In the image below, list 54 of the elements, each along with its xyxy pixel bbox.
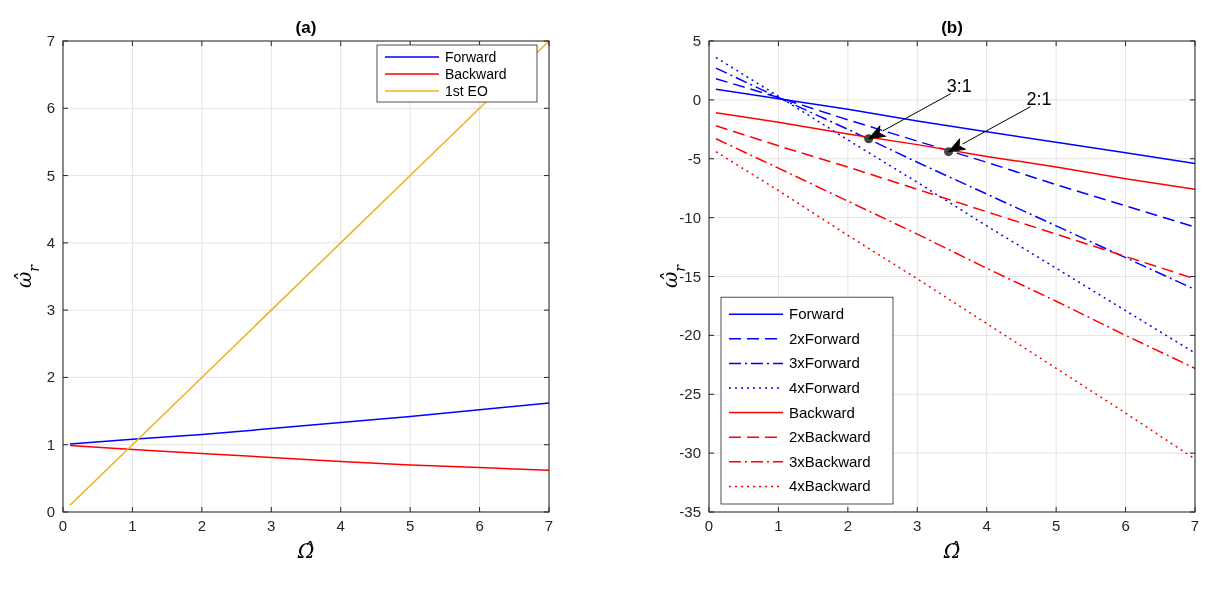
x-tick-label: 0 — [704, 517, 714, 534]
y-tick-label: -35 — [679, 503, 701, 520]
x-tick-label: 1 — [128, 517, 137, 534]
x-tick-label: 7 — [1190, 517, 1200, 534]
annotation: 3:1 — [946, 75, 972, 96]
x-tick-label: 4 — [336, 517, 345, 534]
x-tick-label: 5 — [405, 517, 415, 534]
x-tick-label: 2 — [197, 517, 207, 534]
legend-label: Backward — [789, 403, 855, 421]
legend-label: 3xForward — [789, 354, 860, 372]
y-tick-label: 0 — [692, 90, 701, 108]
legend-label: 2xBackward — [789, 428, 871, 446]
x-tick-label: 6 — [475, 517, 484, 534]
x-tick-label: 6 — [1121, 517, 1130, 534]
legend-label: 3xBackward — [789, 452, 871, 470]
y-tick-label: -5 — [687, 149, 701, 167]
x-tick-label: 2 — [843, 517, 853, 534]
x-axis-title: Ω̂ — [942, 539, 961, 563]
chart-title: (b) — [941, 18, 963, 37]
y-tick-label: -20 — [679, 326, 701, 344]
y-tick-label: -25 — [679, 385, 701, 403]
legend-label: Backward — [445, 66, 507, 82]
legend-label: 4xBackward — [789, 477, 871, 495]
y-tick-label: 1 — [46, 435, 55, 453]
legend-label: Forward — [789, 305, 845, 323]
x-tick-label: 1 — [774, 517, 783, 534]
line-series — [69, 444, 550, 472]
line-series — [715, 56, 1196, 354]
x-tick-label: 3 — [913, 517, 922, 534]
annotation: 2:1 — [1026, 88, 1052, 109]
line-series — [715, 137, 1196, 370]
legend-label: 1st EO — [445, 83, 488, 99]
y-tick-label: 0 — [46, 503, 55, 520]
y-tick-label: 5 — [692, 32, 701, 49]
legend-label: 4xForward — [789, 379, 860, 396]
line-series — [715, 112, 1196, 191]
legend-label: 2xForward — [789, 329, 860, 347]
y-tick-label: -10 — [679, 208, 701, 226]
line-series — [69, 402, 550, 445]
y-tick-label: -30 — [679, 444, 701, 462]
x-tick-label: 0 — [58, 517, 68, 534]
y-tick-label: 7 — [46, 32, 55, 49]
y-tick-label: 3 — [46, 301, 55, 319]
x-axis-title: Ω̂ — [296, 539, 315, 563]
y-tick-label: 6 — [46, 99, 55, 117]
chart-title: (a) — [295, 18, 317, 37]
y-tick-label: 5 — [46, 166, 55, 184]
x-tick-label: 3 — [267, 517, 276, 534]
y-tick-label: 4 — [46, 233, 55, 251]
x-tick-label: 4 — [982, 517, 991, 534]
x-tick-label: 7 — [544, 517, 554, 534]
x-tick-label: 5 — [1051, 517, 1061, 534]
legend-label: Forward — [445, 49, 497, 65]
y-tick-label: 2 — [46, 368, 55, 386]
